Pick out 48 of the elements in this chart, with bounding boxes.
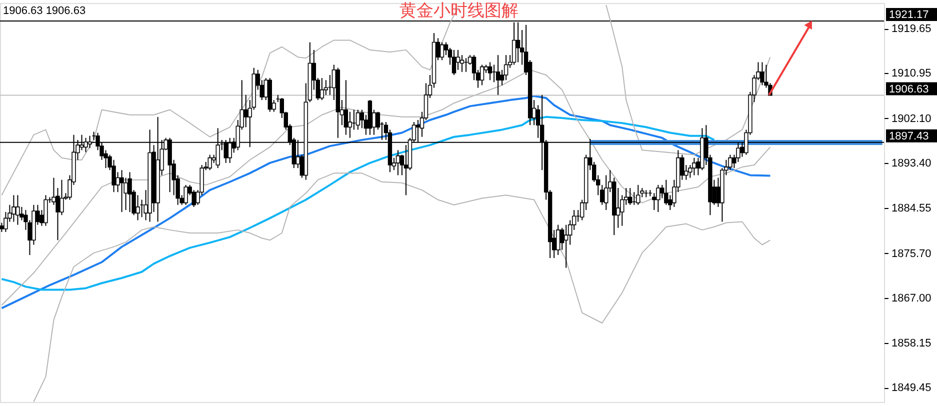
candlestick bbox=[452, 49, 456, 76]
candlestick bbox=[356, 109, 360, 130]
candlestick bbox=[496, 54, 500, 96]
candlestick bbox=[12, 194, 16, 222]
ref-line-label: 1906.63 bbox=[889, 83, 929, 96]
candlestick bbox=[480, 64, 484, 86]
candlestick bbox=[344, 80, 348, 136]
candlestick bbox=[564, 224, 568, 268]
candlestick bbox=[320, 78, 324, 101]
candlestick bbox=[692, 157, 696, 176]
candlestick bbox=[488, 62, 492, 81]
y-tick-label: 1893.40 bbox=[892, 157, 932, 170]
candlestick bbox=[556, 224, 560, 256]
candlestick bbox=[440, 42, 444, 61]
ref-line-label: 1897.43 bbox=[889, 130, 929, 142]
candlestick bbox=[728, 154, 732, 171]
candlestick bbox=[636, 184, 640, 206]
chart-title: 黄金小时线图解 bbox=[400, 1, 518, 20]
y-tick-label: 1919.65 bbox=[892, 23, 932, 36]
candlestick bbox=[348, 111, 352, 138]
line-series bbox=[0, 116, 716, 291]
candlestick bbox=[136, 194, 140, 221]
candlestick bbox=[184, 184, 188, 206]
candlestick bbox=[44, 194, 48, 226]
y-tick-label: 1858.15 bbox=[892, 338, 932, 350]
candlestick bbox=[60, 179, 64, 216]
candlestick bbox=[760, 62, 764, 86]
y-tick-label: 1849.45 bbox=[892, 382, 932, 394]
y-tick-label: 1910.95 bbox=[892, 68, 932, 80]
candlestick bbox=[128, 172, 132, 213]
line-series bbox=[33, 172, 771, 402]
candlestick bbox=[244, 94, 248, 128]
candlestick bbox=[656, 184, 660, 213]
candlestick bbox=[396, 150, 400, 176]
candlestick bbox=[456, 49, 460, 70]
ref-line-label: 1921.17 bbox=[889, 8, 929, 21]
candlestick bbox=[628, 188, 632, 206]
candlestick bbox=[208, 154, 212, 171]
y-tick-label: 1867.00 bbox=[892, 292, 932, 304]
candlestick bbox=[112, 159, 116, 193]
annotation: 1906.63 1906.63 bbox=[3, 5, 86, 17]
candlestick bbox=[120, 170, 124, 213]
y-tick-label: 1875.70 bbox=[892, 248, 932, 260]
candlestick bbox=[0, 222, 4, 232]
candlestick bbox=[504, 54, 508, 81]
candlestick bbox=[16, 194, 20, 226]
y-tick-label: 1884.55 bbox=[892, 202, 932, 215]
y-tick-label: 1902.10 bbox=[892, 112, 932, 125]
